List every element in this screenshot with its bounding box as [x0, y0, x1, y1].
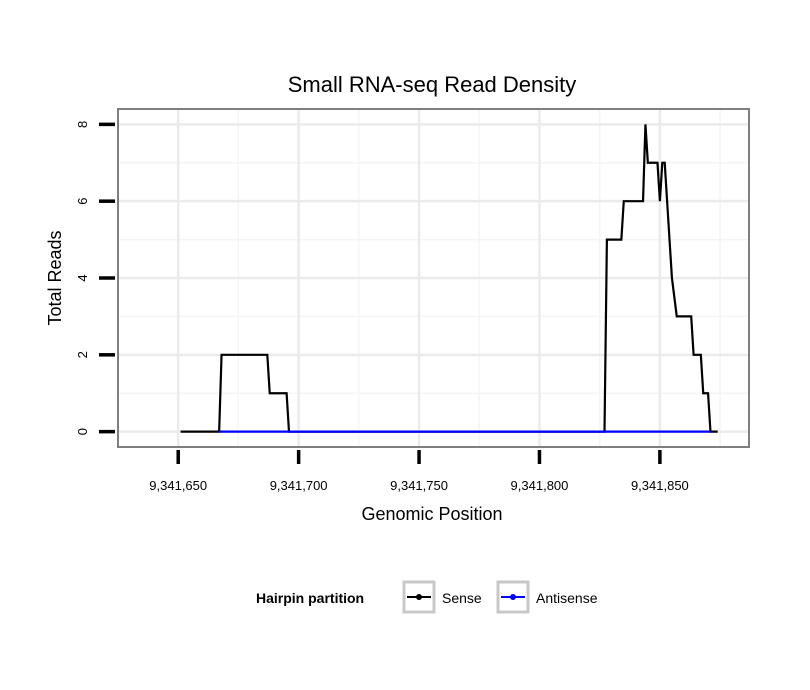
y-tick-label: 6 — [75, 198, 90, 205]
x-axis-title: Genomic Position — [361, 504, 502, 524]
y-tick-label: 0 — [75, 428, 90, 435]
y-tick-label: 2 — [75, 351, 90, 358]
plot-border — [117, 108, 750, 448]
x-tick-label: 9,341,750 — [390, 478, 448, 493]
x-tick-label: 9,341,850 — [631, 478, 689, 493]
series-line-sense — [180, 124, 718, 433]
legend-title: Hairpin partition — [256, 590, 364, 606]
legend-point-sense — [416, 594, 422, 600]
legend: Hairpin partition Sense Antisense — [256, 580, 598, 614]
x-tick-label: 9,341,700 — [270, 478, 328, 493]
x-axis: 9,341,650 9,341,700 9,341,750 9,341,800 9,34… — [149, 450, 689, 493]
legend-label-sense: Sense — [442, 590, 482, 606]
y-axis-title: Total Reads — [45, 230, 65, 325]
y-tick-label: 4 — [75, 274, 90, 281]
x-tick-label: 9,341,650 — [149, 478, 207, 493]
y-axis: 0 2 4 6 8 — [75, 121, 115, 435]
x-tick-label: 9,341,800 — [511, 478, 569, 493]
y-tick-label: 8 — [75, 121, 90, 128]
legend-point-antisense — [510, 594, 516, 600]
legend-label-antisense: Antisense — [536, 590, 598, 606]
series-lines — [180, 124, 718, 433]
chart-title: Small RNA-seq Read Density — [288, 72, 577, 97]
